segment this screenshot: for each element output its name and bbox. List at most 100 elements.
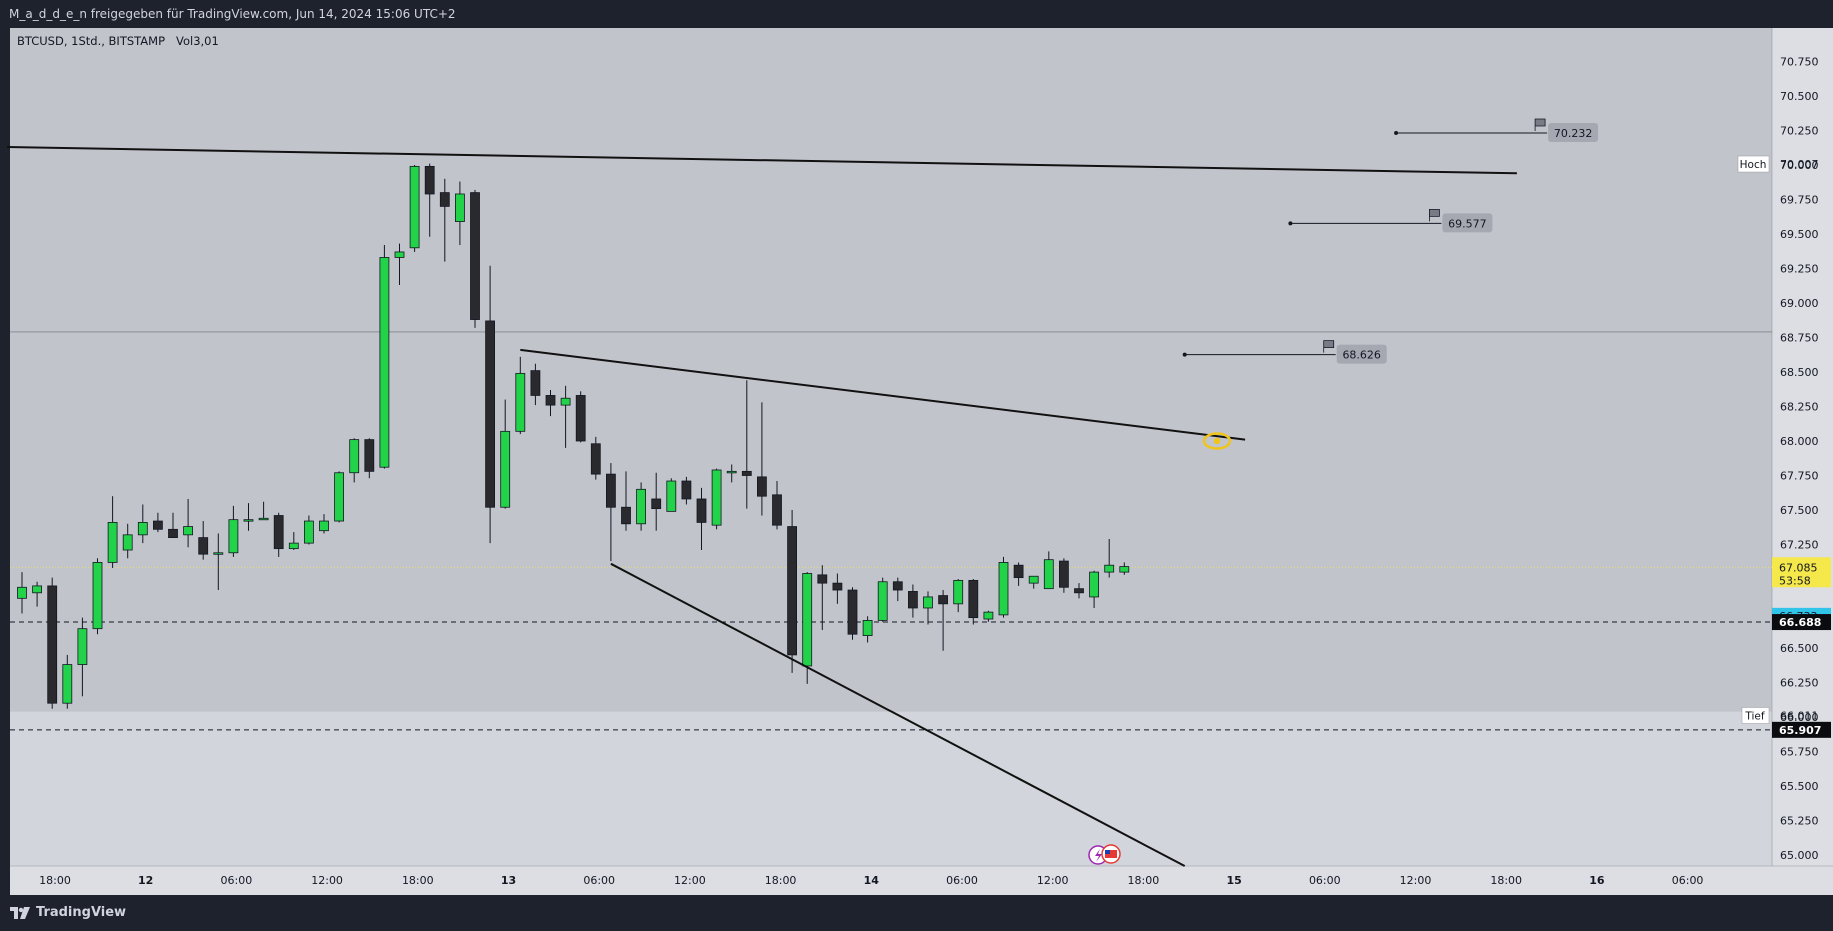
candle[interactable]	[606, 463, 616, 562]
candle[interactable]	[424, 163, 435, 237]
candle[interactable]	[152, 512, 163, 533]
candle-body-down	[847, 589, 858, 635]
candle[interactable]	[651, 472, 662, 531]
candle[interactable]	[802, 572, 813, 684]
trend-line[interactable]	[520, 348, 1246, 441]
candle[interactable]	[545, 389, 556, 417]
flag-icon[interactable]	[1323, 340, 1335, 353]
time-tick-label: 06:00	[1309, 874, 1341, 887]
line-price-badge[interactable]	[1772, 614, 1831, 631]
candle[interactable]	[772, 481, 782, 530]
line-price-badge[interactable]	[1772, 721, 1831, 738]
candle[interactable]	[1104, 538, 1115, 578]
candle[interactable]	[1028, 575, 1039, 589]
candle[interactable]	[17, 572, 27, 614]
candle[interactable]	[877, 577, 888, 622]
trend-line[interactable]	[6, 146, 1517, 175]
candle[interactable]	[696, 487, 707, 551]
candle[interactable]	[666, 478, 677, 512]
candle-body-down	[938, 595, 948, 605]
price-tick-label: 68.000	[1780, 435, 1819, 448]
candle[interactable]	[832, 573, 843, 604]
candle[interactable]	[908, 584, 918, 618]
candle[interactable]	[288, 532, 299, 551]
candle[interactable]	[500, 399, 511, 509]
candle[interactable]	[1074, 583, 1084, 599]
candle[interactable]	[560, 385, 571, 448]
candle[interactable]	[590, 436, 601, 480]
candle[interactable]	[485, 265, 496, 544]
candle[interactable]	[681, 476, 692, 505]
candle[interactable]	[273, 512, 284, 557]
candle[interactable]	[1013, 562, 1024, 586]
candle[interactable]	[515, 356, 526, 435]
candle[interactable]	[213, 533, 224, 591]
candle[interactable]	[107, 496, 118, 568]
candle[interactable]	[439, 178, 450, 262]
candle[interactable]	[1043, 551, 1054, 590]
candle-body-up	[319, 520, 329, 532]
candle[interactable]	[47, 577, 58, 709]
candle[interactable]	[168, 512, 178, 539]
price-marker-label: 70.232	[1554, 127, 1593, 140]
candle[interactable]	[711, 468, 722, 530]
candle[interactable]	[92, 558, 103, 635]
candle[interactable]	[137, 504, 148, 544]
candle[interactable]	[62, 654, 73, 709]
candle[interactable]	[862, 616, 873, 643]
candle[interactable]	[379, 245, 390, 469]
candle[interactable]	[575, 391, 586, 443]
candle[interactable]	[258, 501, 269, 521]
candle[interactable]	[334, 471, 345, 523]
candle[interactable]	[349, 438, 360, 483]
current-price-badge[interactable]	[1772, 557, 1831, 588]
candle[interactable]	[787, 510, 797, 673]
candle[interactable]	[892, 577, 903, 602]
candle[interactable]	[757, 402, 767, 516]
candle[interactable]	[470, 189, 480, 328]
candle[interactable]	[741, 380, 752, 509]
candle[interactable]	[621, 471, 631, 531]
candle[interactable]	[122, 523, 133, 559]
candle-body-down	[470, 192, 480, 320]
candle[interactable]	[228, 505, 239, 557]
candle[interactable]	[953, 579, 964, 613]
candle[interactable]	[817, 565, 828, 631]
time-axis[interactable]	[10, 866, 1833, 895]
eye-icon[interactable]	[1202, 432, 1232, 450]
price-marker-label: 69.577	[1448, 217, 1487, 230]
candle[interactable]	[1089, 570, 1099, 608]
candle[interactable]	[32, 581, 42, 607]
candle[interactable]	[303, 515, 314, 545]
candle[interactable]	[726, 464, 737, 483]
candle[interactable]	[847, 587, 858, 640]
candle[interactable]	[530, 363, 541, 406]
chart-legend[interactable]: BTCUSD, 1Std., BITSTAMP Vol3,01	[17, 34, 219, 48]
candle[interactable]	[198, 521, 209, 560]
flag-icon[interactable]	[1534, 118, 1546, 131]
candle[interactable]	[319, 514, 329, 534]
candle-body-up	[303, 520, 314, 544]
candle[interactable]	[983, 610, 994, 622]
candle[interactable]	[1119, 562, 1130, 575]
price-marker-label-bg	[1548, 122, 1599, 142]
tradingview-logo[interactable]: TradingView	[10, 905, 126, 920]
candle[interactable]	[636, 482, 646, 531]
trend-line[interactable]	[610, 562, 1186, 867]
candle[interactable]	[968, 579, 979, 625]
candle[interactable]	[409, 165, 420, 252]
candle[interactable]	[243, 503, 254, 531]
candle[interactable]	[183, 498, 194, 548]
candle[interactable]	[394, 243, 405, 286]
flag-icon[interactable]	[1429, 208, 1440, 222]
candle[interactable]	[938, 590, 948, 651]
eye-icon-pupil	[1213, 437, 1221, 445]
candle[interactable]	[77, 617, 88, 697]
candle[interactable]	[1059, 558, 1069, 593]
candle[interactable]	[923, 591, 933, 625]
candle-body-down	[575, 395, 586, 442]
candle[interactable]	[998, 556, 1009, 618]
candle[interactable]	[364, 438, 375, 479]
candle[interactable]	[454, 181, 465, 246]
